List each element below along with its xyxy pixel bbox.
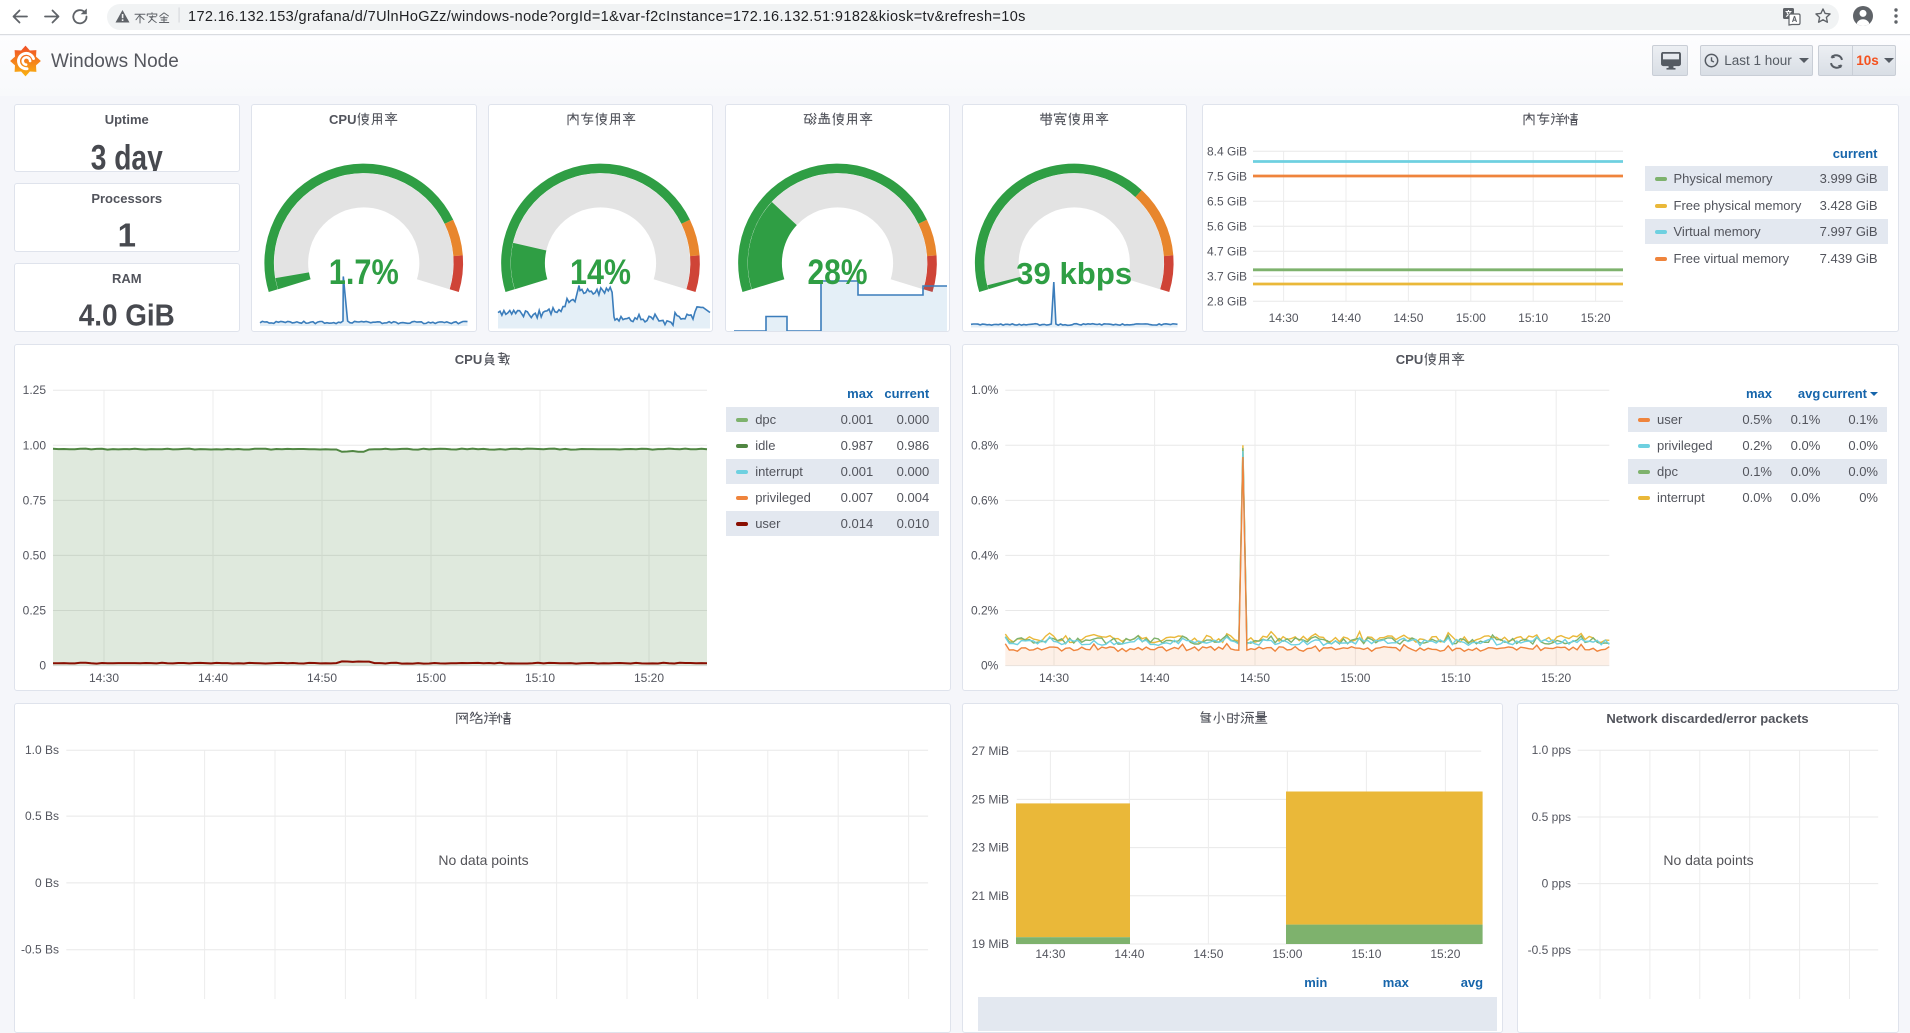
svg-text:8.4 GiB: 8.4 GiB	[1207, 144, 1247, 158]
svg-text:14:30: 14:30	[1269, 311, 1299, 325]
svg-text:15:10: 15:10	[1518, 311, 1548, 325]
svg-text:1.7%: 1.7%	[329, 253, 399, 292]
svg-text:-0.5 Bs: -0.5 Bs	[21, 942, 59, 956]
svg-text:14:50: 14:50	[1193, 947, 1223, 961]
svg-text:0.4%: 0.4%	[971, 548, 999, 562]
svg-text:15:20: 15:20	[1541, 671, 1571, 685]
svg-text:14:40: 14:40	[1140, 671, 1170, 685]
svg-text:0.6%: 0.6%	[971, 493, 999, 507]
svg-text:27 MiB: 27 MiB	[972, 744, 1009, 758]
svg-text:28%: 28%	[808, 253, 868, 292]
svg-text:7.5 GiB: 7.5 GiB	[1207, 169, 1247, 183]
svg-text:15:00: 15:00	[416, 671, 446, 685]
svg-text:15:20: 15:20	[1430, 947, 1460, 961]
svg-text:5.6 GiB: 5.6 GiB	[1207, 219, 1247, 233]
svg-text:4.0 GiB: 4.0 GiB	[79, 299, 175, 331]
svg-text:6.5 GiB: 6.5 GiB	[1207, 194, 1247, 208]
svg-text:15:10: 15:10	[525, 671, 555, 685]
svg-text:4.7 GiB: 4.7 GiB	[1207, 244, 1247, 258]
svg-text:15:20: 15:20	[634, 671, 664, 685]
svg-text:3.7 GiB: 3.7 GiB	[1207, 269, 1247, 283]
svg-text:0.5 Bs: 0.5 Bs	[25, 809, 59, 823]
svg-text:14%: 14%	[570, 253, 631, 292]
svg-text:19 MiB: 19 MiB	[972, 937, 1009, 951]
svg-text:2.8 GiB: 2.8 GiB	[1207, 294, 1247, 308]
svg-text:14:40: 14:40	[1114, 947, 1144, 961]
svg-text:0.5 pps: 0.5 pps	[1531, 810, 1570, 824]
svg-text:0 pps: 0 pps	[1541, 876, 1570, 890]
svg-text:23 MiB: 23 MiB	[972, 840, 1009, 854]
svg-text:0.25: 0.25	[23, 603, 47, 617]
svg-text:15:00: 15:00	[1456, 311, 1486, 325]
svg-text:1.0 Bs: 1.0 Bs	[25, 743, 59, 757]
svg-text:0.75: 0.75	[23, 493, 47, 507]
svg-text:0%: 0%	[981, 658, 999, 672]
svg-text:1.00: 1.00	[23, 438, 47, 452]
svg-text:3 day: 3 day	[91, 137, 163, 171]
svg-text:0.8%: 0.8%	[971, 438, 999, 452]
svg-text:14:40: 14:40	[1331, 311, 1361, 325]
svg-text:14:50: 14:50	[1240, 671, 1270, 685]
svg-text:14:30: 14:30	[1035, 947, 1065, 961]
svg-text:39 kbps: 39 kbps	[1016, 256, 1132, 291]
svg-text:25 MiB: 25 MiB	[972, 792, 1009, 806]
svg-text:15:10: 15:10	[1441, 671, 1471, 685]
svg-text:14:50: 14:50	[1393, 311, 1423, 325]
svg-text:-0.5 pps: -0.5 pps	[1527, 942, 1570, 956]
svg-text:14:50: 14:50	[307, 671, 337, 685]
svg-text:15:10: 15:10	[1351, 947, 1381, 961]
svg-text:14:30: 14:30	[89, 671, 119, 685]
svg-text:1.0 pps: 1.0 pps	[1531, 743, 1570, 757]
svg-text:0.2%: 0.2%	[971, 603, 999, 617]
svg-text:1.0%: 1.0%	[971, 383, 999, 397]
svg-text:0: 0	[39, 658, 46, 672]
svg-text:0 Bs: 0 Bs	[35, 875, 59, 889]
svg-text:21 MiB: 21 MiB	[972, 888, 1009, 902]
svg-text:14:30: 14:30	[1039, 671, 1069, 685]
svg-text:14:40: 14:40	[198, 671, 228, 685]
svg-text:0.50: 0.50	[23, 548, 47, 562]
svg-text:15:20: 15:20	[1581, 311, 1611, 325]
svg-text:1.25: 1.25	[23, 383, 47, 397]
svg-text:1: 1	[118, 217, 136, 251]
svg-text:15:00: 15:00	[1272, 947, 1302, 961]
svg-text:15:00: 15:00	[1340, 671, 1370, 685]
